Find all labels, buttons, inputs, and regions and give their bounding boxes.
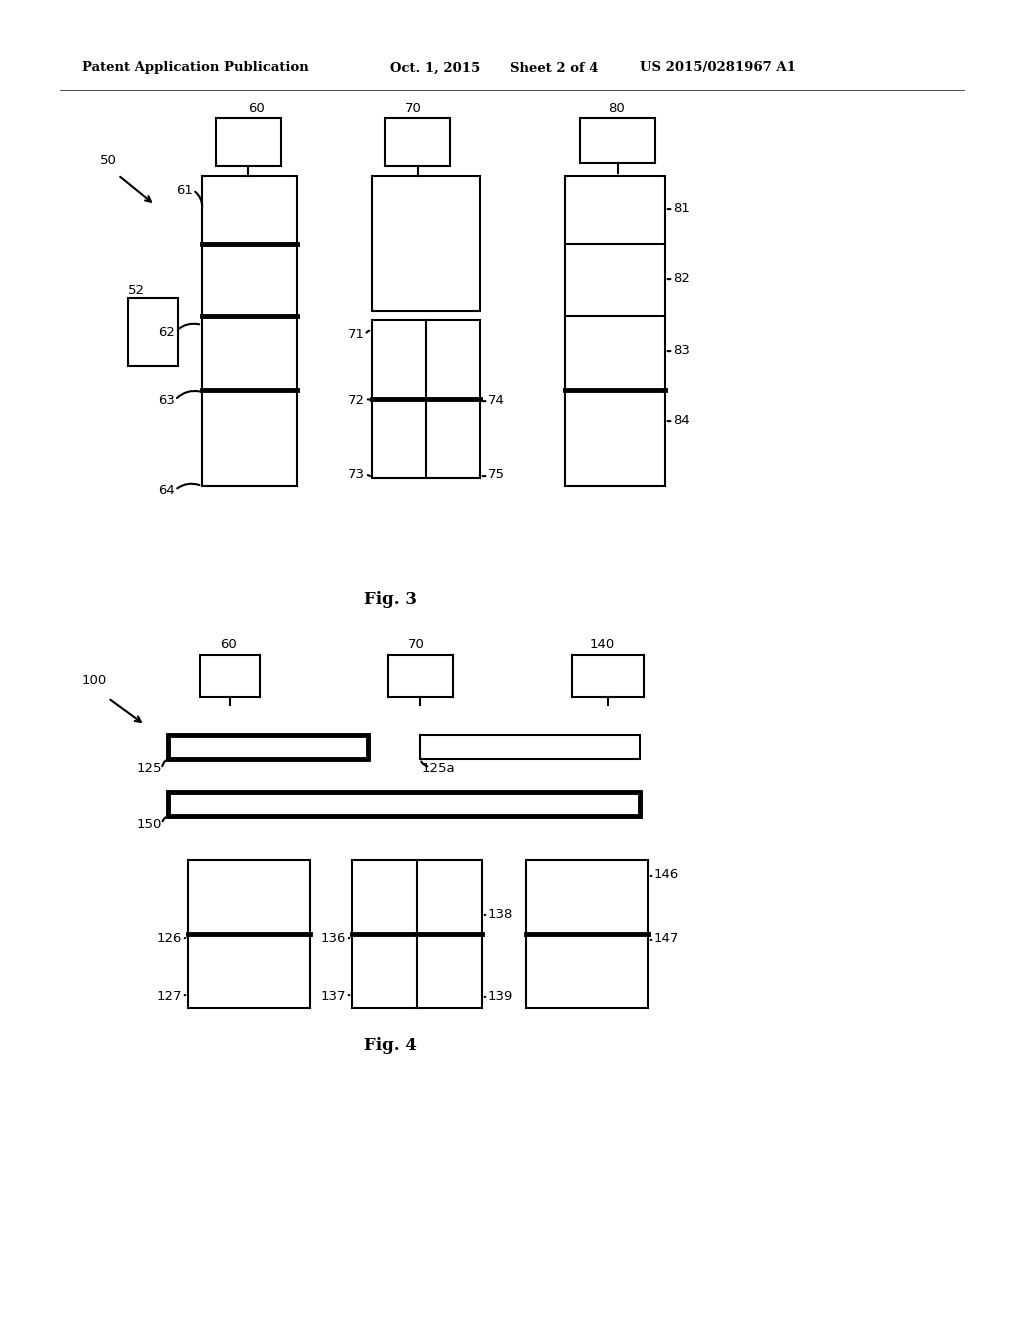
Text: 61: 61 [176, 183, 193, 197]
Text: 139: 139 [488, 990, 513, 1002]
Text: 60: 60 [220, 639, 237, 652]
Text: 84: 84 [673, 413, 690, 426]
Text: 50: 50 [100, 153, 117, 166]
Bar [168, 792, 640, 816]
FancyArrowPatch shape [367, 330, 370, 333]
Bar [372, 319, 480, 478]
Text: 63: 63 [158, 393, 175, 407]
Text: 60: 60 [248, 102, 265, 115]
Text: 75: 75 [488, 469, 505, 482]
Text: 70: 70 [408, 639, 425, 652]
FancyArrowPatch shape [196, 191, 202, 207]
Text: 71: 71 [348, 329, 365, 342]
Bar [372, 176, 480, 312]
Text: Oct. 1, 2015: Oct. 1, 2015 [390, 62, 480, 74]
Text: Patent Application Publication: Patent Application Publication [82, 62, 309, 74]
Bar [216, 117, 281, 166]
Bar [420, 735, 640, 759]
Bar [580, 117, 655, 162]
Text: 150: 150 [136, 817, 162, 830]
Text: 82: 82 [673, 272, 690, 285]
FancyArrowPatch shape [163, 817, 166, 821]
Bar [352, 861, 482, 1008]
Bar [202, 176, 297, 486]
Text: 100: 100 [82, 673, 108, 686]
Text: 62: 62 [158, 326, 175, 338]
Text: 138: 138 [488, 908, 513, 920]
Text: 52: 52 [128, 284, 145, 297]
Text: 83: 83 [673, 343, 690, 356]
Bar [200, 655, 260, 697]
Text: 70: 70 [406, 102, 422, 115]
Text: 146: 146 [654, 869, 679, 882]
Text: 125a: 125a [422, 763, 456, 776]
Text: 127: 127 [157, 990, 182, 1002]
Text: 140: 140 [590, 639, 615, 652]
Text: 73: 73 [348, 469, 365, 482]
Text: 147: 147 [654, 932, 679, 945]
Text: 81: 81 [673, 202, 690, 214]
Bar [385, 117, 450, 166]
FancyArrowPatch shape [177, 483, 200, 488]
Bar [168, 735, 368, 759]
Text: 80: 80 [608, 102, 625, 115]
Text: 126: 126 [157, 932, 182, 945]
Bar [128, 298, 178, 366]
Bar [572, 655, 644, 697]
FancyArrowPatch shape [162, 760, 166, 766]
FancyArrowPatch shape [177, 323, 200, 330]
FancyArrowPatch shape [421, 762, 427, 767]
Text: Fig. 3: Fig. 3 [364, 591, 417, 609]
Text: 137: 137 [321, 990, 346, 1002]
Text: Sheet 2 of 4: Sheet 2 of 4 [510, 62, 598, 74]
Text: 64: 64 [159, 483, 175, 496]
Text: 136: 136 [321, 932, 346, 945]
Bar [388, 655, 453, 697]
Text: 125: 125 [136, 763, 162, 776]
Text: US 2015/0281967 A1: US 2015/0281967 A1 [640, 62, 796, 74]
Bar [565, 176, 665, 486]
Text: 74: 74 [488, 393, 505, 407]
FancyArrowPatch shape [177, 391, 200, 399]
Bar [188, 861, 310, 1008]
Text: Fig. 4: Fig. 4 [364, 1036, 417, 1053]
Bar [526, 861, 648, 1008]
Text: 72: 72 [348, 393, 365, 407]
